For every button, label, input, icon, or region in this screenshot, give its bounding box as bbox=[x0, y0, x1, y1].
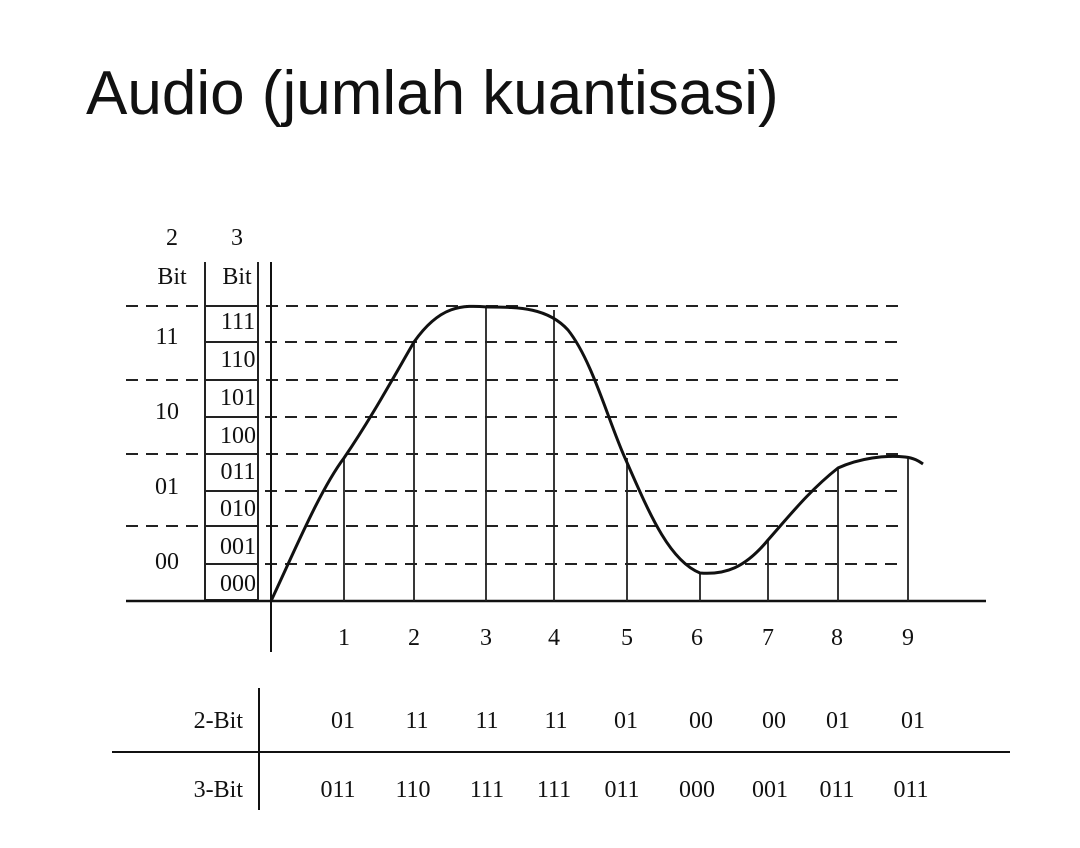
table-cell-2bit: 11 bbox=[405, 708, 428, 734]
header-3bit-label: Bit bbox=[222, 264, 252, 290]
level-2bit-11: 11 bbox=[155, 324, 178, 350]
level-3bit-111: 111 bbox=[221, 309, 255, 335]
level-3bit-110: 110 bbox=[220, 347, 255, 373]
sample-lines bbox=[343, 306, 909, 601]
table-cell-2bit: 11 bbox=[544, 708, 567, 734]
level-2bit-10: 10 bbox=[155, 399, 179, 425]
table-row-label-3bit: 3-Bit bbox=[194, 777, 244, 803]
table-cell-2bit: 01 bbox=[826, 708, 850, 734]
table-cell-3bit: 000 bbox=[679, 777, 715, 803]
page-title: Audio (jumlah kuantisasi) bbox=[86, 59, 779, 128]
level-3bit-010: 010 bbox=[220, 496, 256, 522]
header-2bit-label: Bit bbox=[157, 264, 187, 290]
sample-label-5: 5 bbox=[621, 625, 633, 651]
bit-scale-ticks bbox=[205, 305, 258, 565]
table-row-label-2bit: 2-Bit bbox=[194, 708, 244, 734]
sample-label-3: 3 bbox=[480, 625, 492, 651]
quantization-table: 2-Bit 3-Bit 01 11 11 11 01 00 00 01 01 011 110 111… bbox=[112, 688, 1010, 810]
header-2bit-number: 2 bbox=[166, 225, 178, 251]
table-cell-3bit: 011 bbox=[819, 777, 854, 803]
table-cell-3bit: 011 bbox=[320, 777, 355, 803]
table-cell-3bit: 011 bbox=[893, 777, 928, 803]
table-cell-2bit: 00 bbox=[689, 708, 713, 734]
sample-label-9: 9 bbox=[902, 625, 914, 651]
table-cell-2bit: 01 bbox=[901, 708, 925, 734]
sample-label-1: 1 bbox=[338, 625, 350, 651]
sample-label-7: 7 bbox=[762, 625, 774, 651]
table-cell-2bit: 01 bbox=[614, 708, 638, 734]
sample-label-4: 4 bbox=[548, 625, 560, 651]
level-2bit-00: 00 bbox=[155, 549, 179, 575]
levels-2bit: 11 10 01 00 bbox=[155, 324, 179, 575]
table-cell-3bit: 111 bbox=[537, 777, 571, 803]
header-3bit-number: 3 bbox=[231, 225, 243, 251]
levels-3bit: 111 110 101 100 011 010 001 000 bbox=[220, 309, 256, 597]
table-cell-3bit: 111 bbox=[470, 777, 504, 803]
sample-label-8: 8 bbox=[831, 625, 843, 651]
table-cell-3bit: 001 bbox=[752, 777, 788, 803]
table-row-2bit: 01 11 11 11 01 00 00 01 01 bbox=[331, 708, 925, 734]
table-cell-2bit: 00 bbox=[762, 708, 786, 734]
level-3bit-100: 100 bbox=[220, 423, 256, 449]
level-3bit-001: 001 bbox=[220, 534, 256, 560]
table-cell-3bit: 110 bbox=[395, 777, 430, 803]
analog-waveform bbox=[269, 304, 924, 602]
sample-label-6: 6 bbox=[691, 625, 703, 651]
sample-labels: 1 2 3 4 5 6 7 8 9 bbox=[338, 625, 914, 651]
sample-label-2: 2 bbox=[408, 625, 420, 651]
level-2bit-01: 01 bbox=[155, 474, 179, 500]
level-3bit-011: 011 bbox=[220, 459, 255, 485]
table-cell-2bit: 11 bbox=[475, 708, 498, 734]
table-cell-2bit: 01 bbox=[331, 708, 355, 734]
level-3bit-101: 101 bbox=[220, 385, 256, 411]
table-row-3bit: 011 110 111 111 011 000 001 011 011 bbox=[320, 777, 928, 803]
level-3bit-000: 000 bbox=[220, 571, 256, 597]
table-cell-3bit: 011 bbox=[604, 777, 639, 803]
